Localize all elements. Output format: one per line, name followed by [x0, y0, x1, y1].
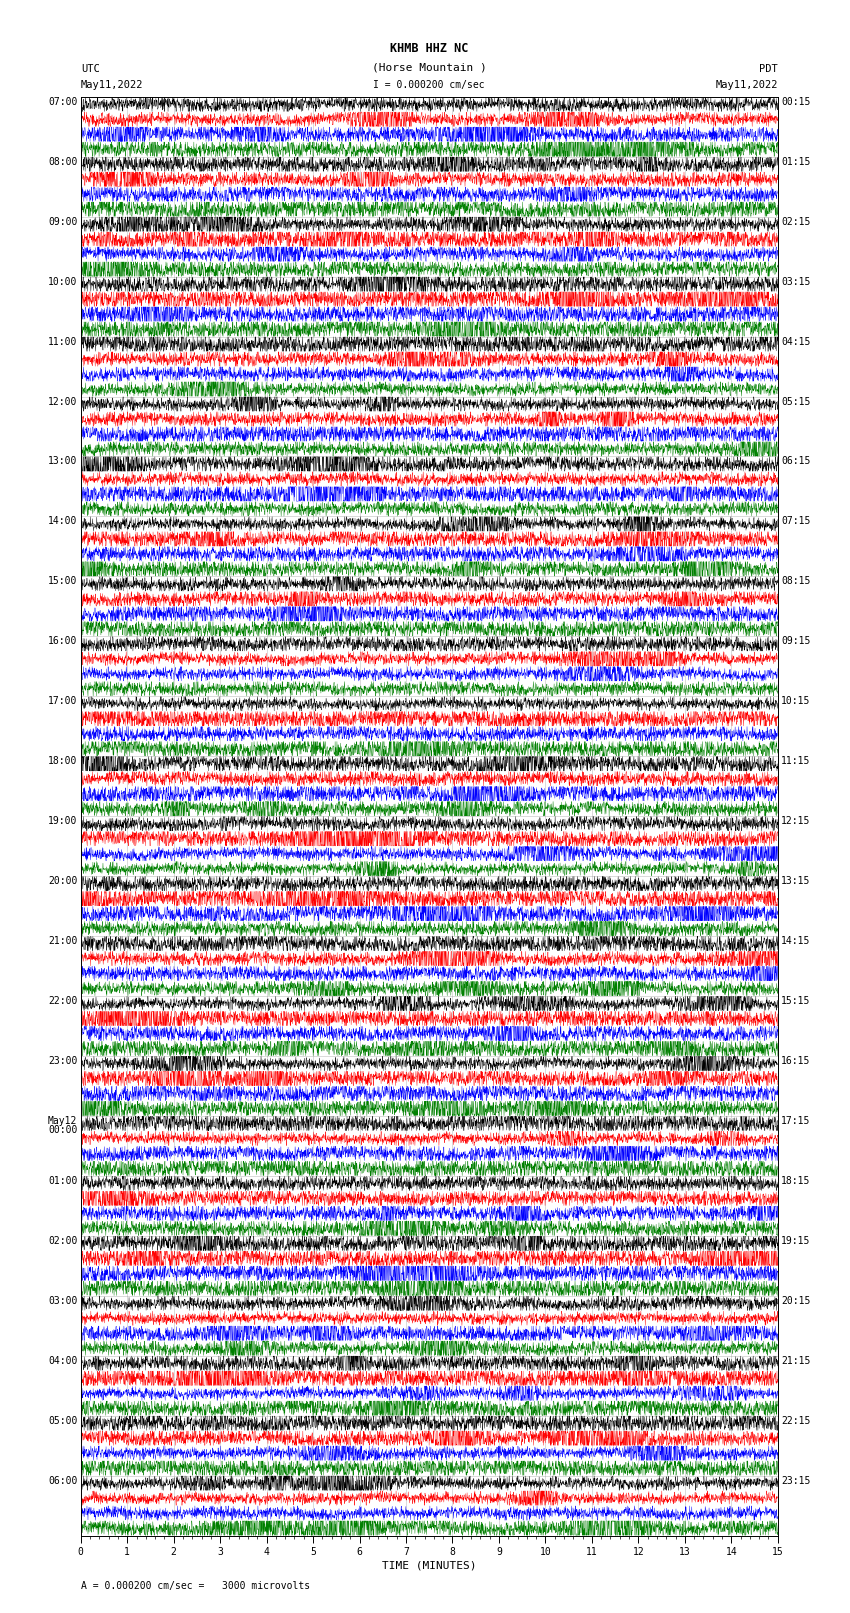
Text: 04:00: 04:00	[48, 1355, 77, 1366]
Text: May11,2022: May11,2022	[715, 81, 778, 90]
Text: 09:00: 09:00	[48, 216, 77, 227]
Text: 16:15: 16:15	[781, 1057, 811, 1066]
Text: 14:15: 14:15	[781, 936, 811, 947]
Text: 02:15: 02:15	[781, 216, 811, 227]
Text: 22:15: 22:15	[781, 1416, 811, 1426]
Text: 20:15: 20:15	[781, 1295, 811, 1307]
Text: (Horse Mountain ): (Horse Mountain )	[371, 63, 486, 73]
Text: 19:15: 19:15	[781, 1236, 811, 1245]
Text: 01:00: 01:00	[48, 1176, 77, 1186]
Text: 00:15: 00:15	[781, 97, 811, 106]
Text: 20:00: 20:00	[48, 876, 77, 886]
Text: 07:15: 07:15	[781, 516, 811, 526]
Text: May12
00:00: May12 00:00	[48, 1116, 77, 1136]
Text: 18:15: 18:15	[781, 1176, 811, 1186]
Text: 23:00: 23:00	[48, 1057, 77, 1066]
Text: 12:15: 12:15	[781, 816, 811, 826]
Text: PDT: PDT	[759, 65, 778, 74]
Text: 09:15: 09:15	[781, 637, 811, 647]
Text: KHMB HHZ NC: KHMB HHZ NC	[390, 42, 468, 55]
Text: I = 0.000200 cm/sec: I = 0.000200 cm/sec	[373, 81, 485, 90]
Text: 10:15: 10:15	[781, 697, 811, 706]
Text: 10:00: 10:00	[48, 277, 77, 287]
Text: UTC: UTC	[81, 65, 99, 74]
Text: 06:15: 06:15	[781, 456, 811, 466]
X-axis label: TIME (MINUTES): TIME (MINUTES)	[382, 1560, 477, 1569]
Text: 13:00: 13:00	[48, 456, 77, 466]
Text: 17:00: 17:00	[48, 697, 77, 706]
Text: 16:00: 16:00	[48, 637, 77, 647]
Text: 08:15: 08:15	[781, 576, 811, 587]
Text: 21:00: 21:00	[48, 936, 77, 947]
Text: 03:15: 03:15	[781, 277, 811, 287]
Text: 05:15: 05:15	[781, 397, 811, 406]
Text: 11:00: 11:00	[48, 337, 77, 347]
Text: 21:15: 21:15	[781, 1355, 811, 1366]
Text: 03:00: 03:00	[48, 1295, 77, 1307]
Text: 07:00: 07:00	[48, 97, 77, 106]
Text: 23:15: 23:15	[781, 1476, 811, 1486]
Text: 17:15: 17:15	[781, 1116, 811, 1126]
Text: 15:15: 15:15	[781, 997, 811, 1007]
Text: 15:00: 15:00	[48, 576, 77, 587]
Text: May11,2022: May11,2022	[81, 81, 144, 90]
Text: 08:00: 08:00	[48, 156, 77, 166]
Text: 19:00: 19:00	[48, 816, 77, 826]
Text: 12:00: 12:00	[48, 397, 77, 406]
Text: 01:15: 01:15	[781, 156, 811, 166]
Text: 22:00: 22:00	[48, 997, 77, 1007]
Text: 04:15: 04:15	[781, 337, 811, 347]
Text: A = 0.000200 cm/sec =   3000 microvolts: A = 0.000200 cm/sec = 3000 microvolts	[81, 1581, 310, 1590]
Text: 18:00: 18:00	[48, 756, 77, 766]
Text: 14:00: 14:00	[48, 516, 77, 526]
Text: 06:00: 06:00	[48, 1476, 77, 1486]
Text: 11:15: 11:15	[781, 756, 811, 766]
Text: 02:00: 02:00	[48, 1236, 77, 1245]
Text: 05:00: 05:00	[48, 1416, 77, 1426]
Text: 13:15: 13:15	[781, 876, 811, 886]
